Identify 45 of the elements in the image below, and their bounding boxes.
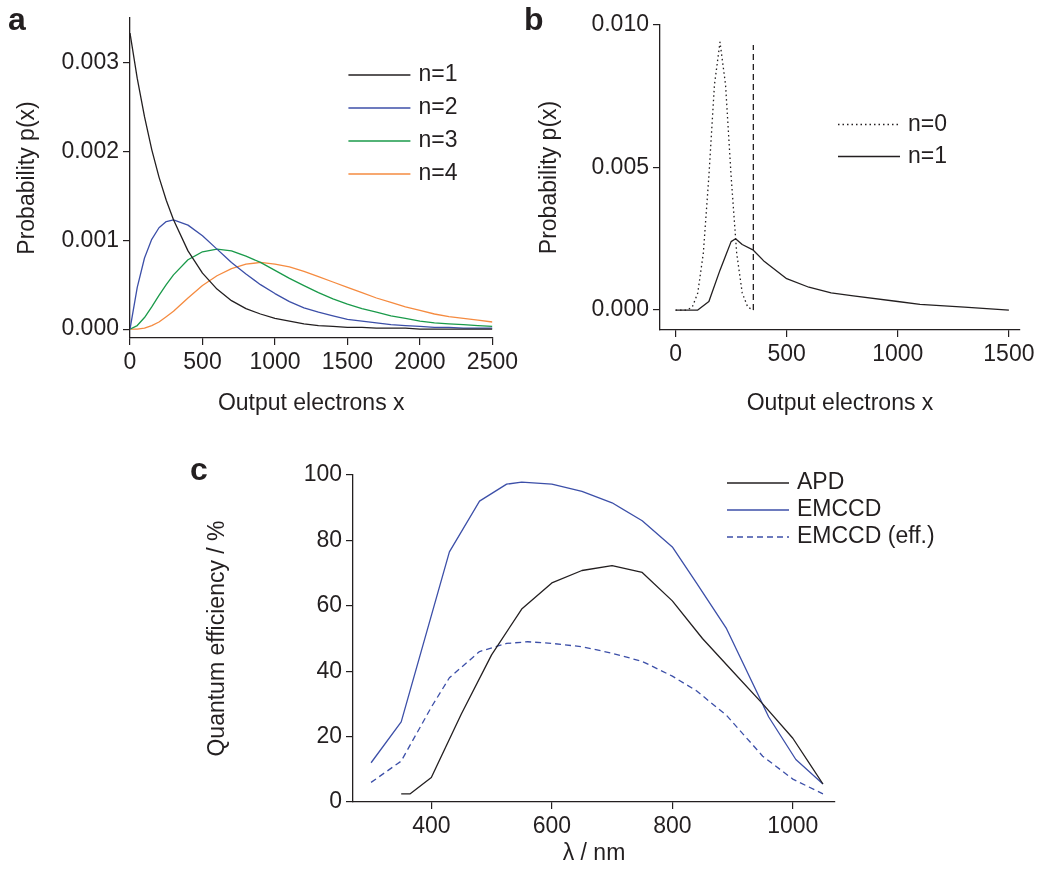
x-tick-label: 600	[532, 812, 572, 839]
y-tick-label: 0.001	[61, 225, 119, 252]
x-axis-title: λ / nm	[562, 838, 626, 865]
x-tick-label: 2500	[466, 348, 518, 375]
chart-title: b	[524, 1, 544, 37]
x-axis-title: Output electrons x	[746, 388, 934, 415]
legend-label: EMCCD (eff.)	[797, 522, 935, 549]
y-tick-label: 0.003	[61, 47, 119, 74]
x-tick-label: 2000	[394, 348, 446, 375]
y-tick-label: 0.010	[591, 10, 649, 37]
legend-label: n=4	[418, 159, 458, 186]
legend-label: n=2	[418, 93, 458, 120]
y-tick-label: 40	[316, 656, 342, 683]
y-tick-label: 20	[316, 721, 342, 748]
legend-label: EMCCD	[797, 495, 882, 522]
legend-label: APD	[797, 468, 845, 495]
x-tick-label: 1000	[249, 348, 301, 375]
x-tick-label: 1000	[872, 340, 924, 367]
x-tick-label: 500	[767, 340, 806, 367]
y-tick-label: 0.000	[591, 295, 649, 322]
y-tick-label: 100	[303, 460, 342, 487]
x-tick-label: 1000	[767, 812, 819, 839]
y-tick-label: 0.002	[61, 136, 119, 163]
y-tick-label: 60	[316, 591, 342, 618]
chart-title: c	[190, 451, 208, 487]
legend-label: n=1	[908, 141, 948, 168]
legend-label: n=1	[418, 60, 458, 87]
x-tick-label: 500	[183, 348, 222, 375]
y-tick-label: 80	[316, 525, 342, 552]
x-tick-label: 800	[653, 812, 692, 839]
y-axis-title: Quantum efficiency / %	[203, 520, 230, 757]
chart-title: a	[8, 1, 26, 37]
legend-label: n=3	[418, 126, 458, 153]
x-tick-label: 400	[412, 812, 451, 839]
x-tick-label: 1500	[983, 340, 1035, 367]
x-tick-label: 0	[123, 348, 137, 375]
y-tick-label: 0.005	[591, 152, 649, 179]
y-axis-title: Probability p(x)	[535, 100, 562, 255]
y-axis-title: Probability p(x)	[13, 101, 40, 255]
legend-label: n=0	[908, 109, 948, 136]
x-tick-label: 1500	[321, 348, 374, 375]
y-tick-label: 0.000	[61, 314, 119, 341]
x-axis-title: Output electrons x	[217, 388, 406, 415]
x-tick-label: 0	[669, 340, 682, 367]
y-tick-label: 0	[329, 787, 342, 814]
